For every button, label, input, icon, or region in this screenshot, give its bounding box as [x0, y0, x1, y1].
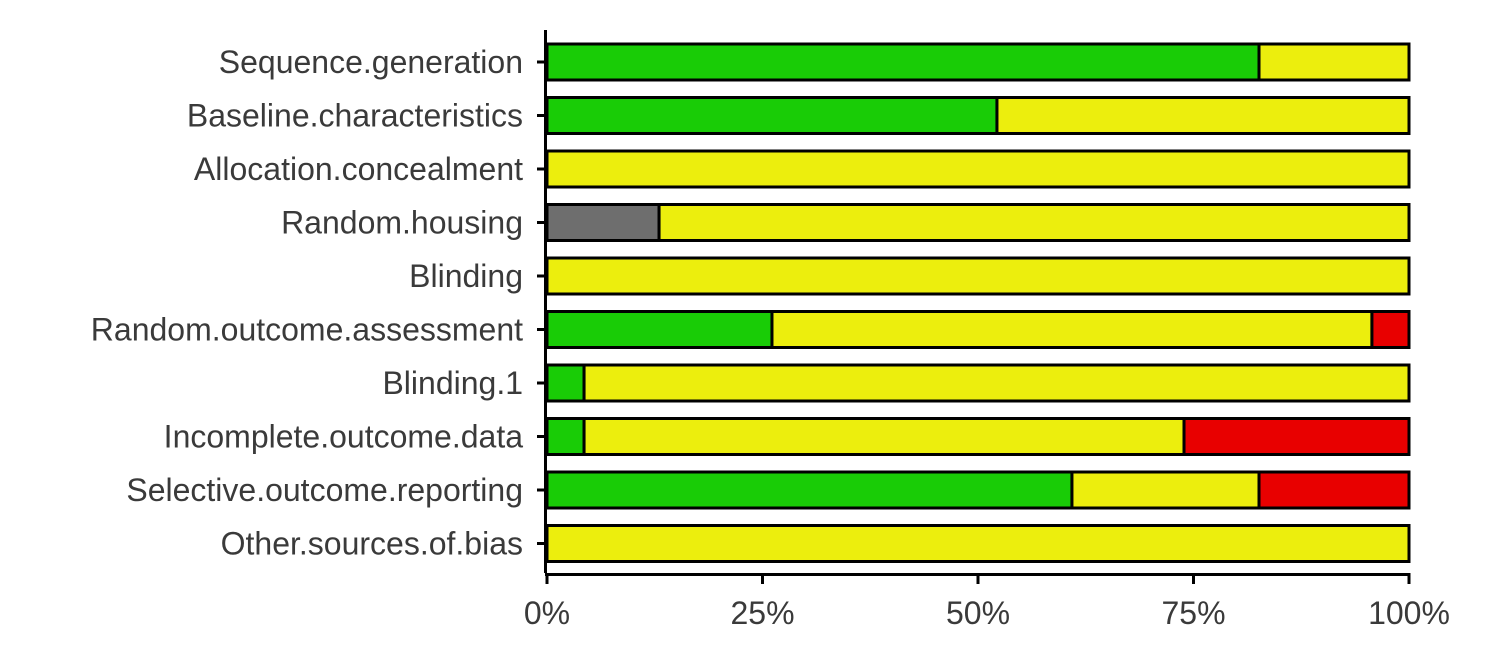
category-label: Other.sources.of.bias: [221, 526, 523, 562]
category-label: Blinding.1: [382, 365, 523, 401]
bar-segment: [545, 417, 586, 456]
bar-segment: [770, 310, 1374, 349]
bar-segment: [1257, 42, 1411, 82]
x-tick-label: 75%: [1161, 595, 1225, 631]
bar-segment: [582, 417, 1186, 456]
category-label: Random.outcome.assessment: [91, 312, 523, 348]
bar-segment: [1182, 417, 1411, 456]
bar-segment: [545, 470, 1074, 510]
bar-segment: [545, 96, 999, 135]
bar-segment: [545, 203, 661, 242]
category-labels: Sequence.generation Baseline.characterist…: [91, 44, 523, 562]
y-axis: [537, 30, 547, 573]
bar-segment: [545, 256, 1411, 296]
bars-layer: [545, 42, 1411, 563]
category-label: Sequence.generation: [219, 44, 523, 80]
x-tick-label: 25%: [730, 595, 794, 631]
category-label: Baseline.characteristics: [187, 98, 523, 134]
x-tick-label: 0%: [524, 595, 570, 631]
bar-segment: [582, 363, 1411, 403]
category-label: Random.housing: [281, 205, 523, 241]
bar-segment: [1070, 470, 1261, 510]
category-label: Allocation.concealment: [194, 151, 523, 187]
x-axis: 0% 25% 50% 75% 100%: [524, 573, 1450, 631]
category-label: Blinding: [409, 258, 523, 294]
bar-segment: [995, 96, 1411, 135]
x-tick-label: 100%: [1368, 595, 1450, 631]
bar-segment: [545, 42, 1261, 82]
category-label: Incomplete.outcome.data: [164, 419, 524, 455]
x-tick-label: 50%: [946, 595, 1010, 631]
bar-segment: [545, 149, 1411, 189]
bar-segment: [1257, 470, 1411, 510]
bar-segment: [545, 310, 774, 349]
bar-segment: [545, 363, 586, 403]
bar-segment: [1370, 310, 1411, 349]
category-label: Selective.outcome.reporting: [126, 472, 523, 508]
bar-segment: [545, 524, 1411, 563]
bar-segment: [657, 203, 1411, 242]
